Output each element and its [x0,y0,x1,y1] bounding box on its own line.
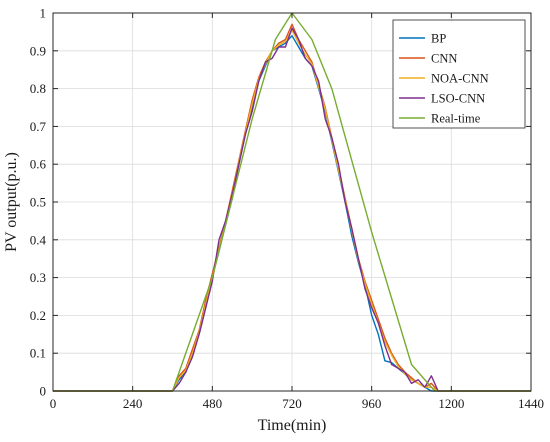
y-axis-title: PV output(p.u.) [3,152,20,252]
y-tick-label: 0.6 [30,157,47,172]
y-tick-label: 0.4 [30,232,47,247]
axis-ticks [52,12,532,392]
y-tick-label: 0.5 [30,195,46,210]
series-layer [53,12,531,392]
x-tick-label: 1440 [518,396,544,411]
legend: BP CNN NOA-CNN LSO-CNN Real-time [392,19,526,129]
y-tick-label: 0.3 [30,270,46,285]
series-line-real-time [53,12,531,392]
y-tick-label: 0.2 [30,308,46,323]
x-tick-label: 1200 [438,396,464,411]
legend-label-noa-cnn: NOA-CNN [431,72,489,86]
x-tick-label: 240 [123,396,143,411]
legend-label-lso-cnn: LSO-CNN [431,92,485,106]
series-line-lso-cnn [53,27,531,392]
y-tick-label: 0.9 [30,43,46,58]
x-tick-label: 0 [50,396,57,411]
x-tick-label: 480 [203,396,223,411]
x-tick-labels: 0 240 480 720 960 1200 1440 [50,396,544,411]
legend-label-bp: BP [431,32,446,46]
y-tick-label: 0.1 [30,346,46,361]
y-tick-label: 0 [40,384,47,399]
legend-label-cnn: CNN [431,52,457,66]
x-axis-title: Time(min) [258,417,327,434]
y-tick-label: 0.7 [30,119,47,134]
y-tick-label: 1 [40,6,47,21]
series-line-cnn [53,23,531,392]
x-tick-label: 960 [362,396,382,411]
y-tick-labels: 0 0.1 0.2 0.3 0.4 0.5 0.6 0.7 0.8 0.9 1 [30,6,47,399]
legend-label-real-time: Real-time [431,112,481,126]
y-tick-label: 0.8 [30,81,46,96]
x-tick-label: 720 [282,396,302,411]
